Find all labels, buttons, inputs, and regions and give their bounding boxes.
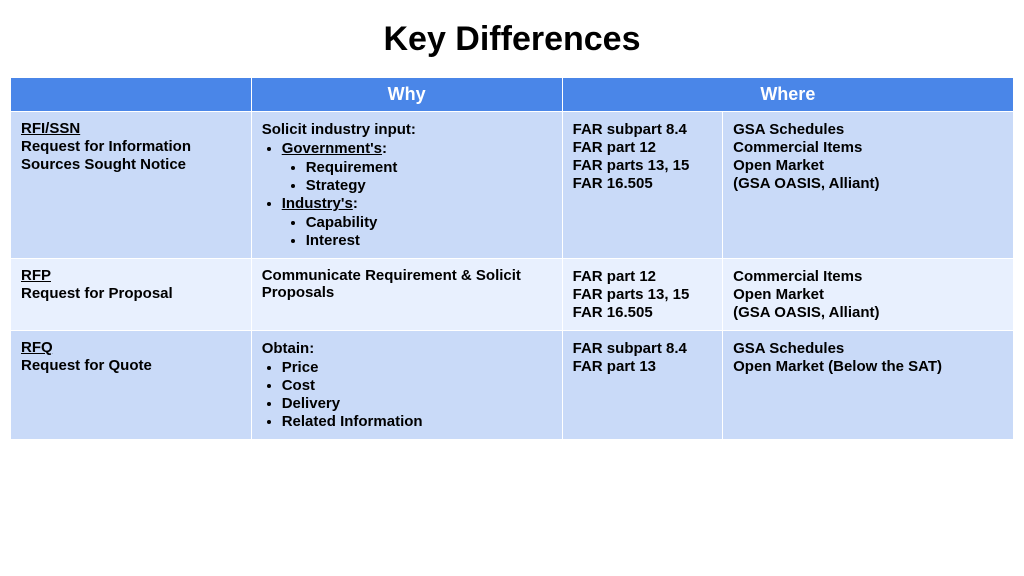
rfq-where-b1: GSA Schedules	[733, 340, 1003, 357]
header-row: Why Where	[11, 78, 1014, 112]
list-item: Cost	[282, 377, 552, 394]
rfi-where-a2: FAR part 12	[573, 139, 712, 156]
rfq-where-a-cell: FAR subpart 8.4 FAR part 13	[562, 331, 722, 440]
rfi-title: RFI/SSN	[21, 120, 80, 137]
differences-table: Why Where RFI/SSN Request for Informatio…	[10, 77, 1014, 440]
rfi-name-line1: Request for Information	[21, 138, 241, 155]
rfi-name-line2: Sources Sought Notice	[21, 156, 241, 173]
list-item: Strategy	[306, 177, 552, 194]
rfi-name-cell: RFI/SSN Request for Information Sources …	[11, 112, 252, 259]
rfq-why-cell: Obtain: Price Cost Delivery Related Info…	[251, 331, 562, 440]
list-item: Government's: Requirement Strategy	[282, 140, 552, 194]
rfi-where-b-cell: GSA Schedules Commercial Items Open Mark…	[723, 112, 1014, 259]
list-item: Interest	[306, 232, 552, 249]
rfp-why-cell: Communicate Requirement & Solicit Propos…	[251, 259, 562, 331]
rfi-where-b4: (GSA OASIS, Alliant)	[733, 175, 1003, 192]
rfi-why-intro: Solicit industry input:	[262, 121, 552, 138]
rfi-where-a3: FAR parts 13, 15	[573, 157, 712, 174]
rfp-where-b2: Open Market	[733, 286, 1003, 303]
rfq-why-list: Price Cost Delivery Related Information	[262, 359, 552, 430]
rfp-where-b1: Commercial Items	[733, 268, 1003, 285]
rfi-why-cell: Solicit industry input: Government's: Re…	[251, 112, 562, 259]
rfi-why-b2: Industry's	[282, 195, 353, 212]
rfq-title: RFQ	[21, 339, 53, 356]
list-item: Related Information	[282, 413, 552, 430]
rfp-where-a1: FAR part 12	[573, 268, 712, 285]
rfi-where-a1: FAR subpart 8.4	[573, 121, 712, 138]
rfp-where-a3: FAR 16.505	[573, 304, 712, 321]
rfp-name-line1: Request for Proposal	[21, 285, 241, 302]
rfi-where-a4: FAR 16.505	[573, 175, 712, 192]
rfp-name-cell: RFP Request for Proposal	[11, 259, 252, 331]
rfq-where-b-cell: GSA Schedules Open Market (Below the SAT…	[723, 331, 1014, 440]
table-row: RFP Request for Proposal Communicate Req…	[11, 259, 1014, 331]
rfp-where-b3: (GSA OASIS, Alliant)	[733, 304, 1003, 321]
rfi-where-b3: Open Market	[733, 157, 1003, 174]
rfi-where-b1: GSA Schedules	[733, 121, 1003, 138]
table-row: RFQ Request for Quote Obtain: Price Cost…	[11, 331, 1014, 440]
list-item: Industry's: Capability Interest	[282, 195, 552, 249]
header-empty	[11, 78, 252, 112]
list-item: Price	[282, 359, 552, 376]
rfi-why-b1: Government's	[282, 140, 382, 157]
rfi-why-list: Government's: Requirement Strategy Indus…	[262, 140, 552, 249]
rfp-where-a-cell: FAR part 12 FAR parts 13, 15 FAR 16.505	[562, 259, 722, 331]
rfp-where-b-cell: Commercial Items Open Market (GSA OASIS,…	[723, 259, 1014, 331]
rfi-why-sublist2: Capability Interest	[282, 214, 552, 249]
slide-container: Key Differences Why Where RFI/SSN Reques…	[0, 0, 1024, 450]
list-item: Capability	[306, 214, 552, 231]
rfp-where-a2: FAR parts 13, 15	[573, 286, 712, 303]
rfq-name-line1: Request for Quote	[21, 357, 241, 374]
page-title: Key Differences	[10, 20, 1014, 59]
rfq-why-intro: Obtain:	[262, 340, 552, 357]
rfq-where-a2: FAR part 13	[573, 358, 712, 375]
header-where: Where	[562, 78, 1013, 112]
header-why: Why	[251, 78, 562, 112]
rfq-where-a1: FAR subpart 8.4	[573, 340, 712, 357]
rfq-name-cell: RFQ Request for Quote	[11, 331, 252, 440]
rfi-where-b2: Commercial Items	[733, 139, 1003, 156]
table-row: RFI/SSN Request for Information Sources …	[11, 112, 1014, 259]
rfp-title: RFP	[21, 267, 51, 284]
rfi-where-a-cell: FAR subpart 8.4 FAR part 12 FAR parts 13…	[562, 112, 722, 259]
list-item: Delivery	[282, 395, 552, 412]
list-item: Requirement	[306, 159, 552, 176]
rfq-where-b2: Open Market (Below the SAT)	[733, 358, 1003, 375]
rfi-why-sublist1: Requirement Strategy	[282, 159, 552, 194]
